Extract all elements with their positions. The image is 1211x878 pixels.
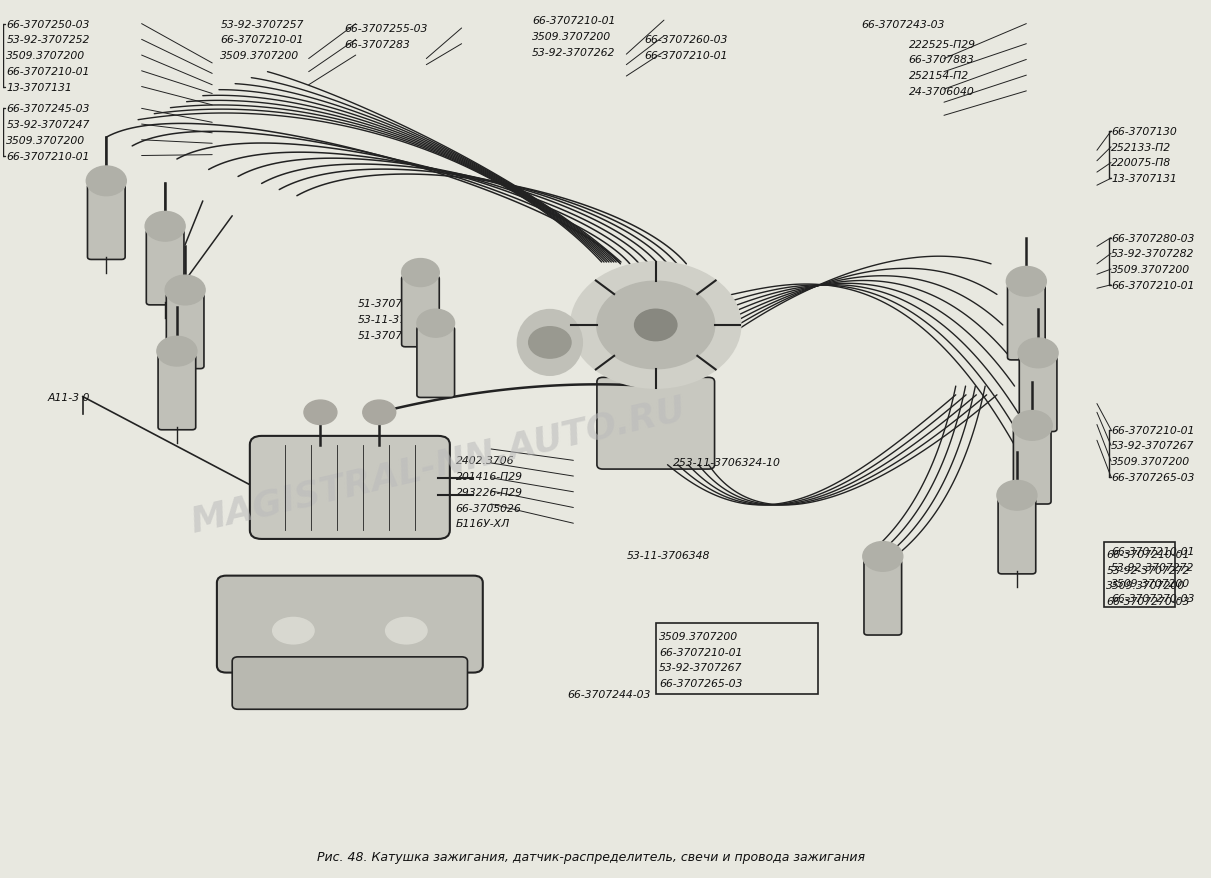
Text: 66-3707265-03: 66-3707265-03 bbox=[659, 679, 742, 688]
Text: 252154-П2: 252154-П2 bbox=[908, 71, 969, 81]
FancyBboxPatch shape bbox=[87, 185, 125, 260]
Text: 53-92-3707272: 53-92-3707272 bbox=[1107, 565, 1189, 575]
Text: 3509.3707200: 3509.3707200 bbox=[220, 51, 299, 61]
FancyBboxPatch shape bbox=[1008, 285, 1045, 361]
FancyBboxPatch shape bbox=[217, 576, 483, 673]
Text: 13-3707131: 13-3707131 bbox=[6, 83, 73, 92]
Text: 201416-П29: 201416-П29 bbox=[455, 471, 523, 481]
Text: 66-3707130: 66-3707130 bbox=[1110, 127, 1177, 137]
Circle shape bbox=[145, 212, 185, 241]
Text: 53-92-3707247: 53-92-3707247 bbox=[6, 120, 90, 130]
Text: 51-3707210: 51-3707210 bbox=[358, 330, 424, 340]
Text: 66-3707245-03: 66-3707245-03 bbox=[6, 104, 90, 114]
Circle shape bbox=[862, 542, 903, 572]
Circle shape bbox=[363, 400, 396, 425]
FancyBboxPatch shape bbox=[417, 327, 454, 398]
Text: 66-3707270-03: 66-3707270-03 bbox=[1107, 596, 1189, 607]
Text: 66-3707210-01: 66-3707210-01 bbox=[6, 151, 90, 162]
Text: 66-3707210-01: 66-3707210-01 bbox=[220, 35, 304, 46]
Text: 2402.3706: 2402.3706 bbox=[455, 456, 515, 466]
Text: 66-3707250-03: 66-3707250-03 bbox=[6, 19, 90, 30]
Text: 3509.3707200: 3509.3707200 bbox=[1110, 578, 1190, 588]
Text: 53-92-3707252: 53-92-3707252 bbox=[6, 35, 90, 46]
Text: 66-3707255-03: 66-3707255-03 bbox=[344, 24, 427, 34]
Circle shape bbox=[402, 259, 440, 287]
Text: 66-3707210-01: 66-3707210-01 bbox=[1110, 425, 1194, 435]
Text: 66-3707260-03: 66-3707260-03 bbox=[644, 35, 728, 46]
Text: А11-3 0: А11-3 0 bbox=[47, 392, 90, 402]
FancyBboxPatch shape bbox=[147, 231, 184, 306]
Text: MAGISTRAL-NN.AUTO.RU: MAGISTRAL-NN.AUTO.RU bbox=[188, 392, 689, 539]
Text: 66-3707210-01: 66-3707210-01 bbox=[1107, 549, 1189, 559]
FancyBboxPatch shape bbox=[159, 356, 196, 430]
Text: 66-3707244-03: 66-3707244-03 bbox=[568, 688, 650, 699]
Text: 66-3707210-01: 66-3707210-01 bbox=[6, 67, 90, 76]
FancyBboxPatch shape bbox=[249, 436, 449, 539]
Text: 53-11-3707050: 53-11-3707050 bbox=[358, 314, 442, 325]
Circle shape bbox=[597, 282, 714, 370]
Circle shape bbox=[572, 263, 740, 388]
Text: 66-3707243-03: 66-3707243-03 bbox=[861, 19, 945, 30]
Text: 66-3707283: 66-3707283 bbox=[344, 40, 409, 50]
Text: 53-92-3707257: 53-92-3707257 bbox=[220, 19, 304, 30]
Text: 66-3707210-01: 66-3707210-01 bbox=[659, 647, 742, 657]
Ellipse shape bbox=[386, 618, 427, 644]
Circle shape bbox=[1012, 411, 1052, 441]
FancyBboxPatch shape bbox=[402, 277, 440, 348]
Text: 253-11-3706324-10: 253-11-3706324-10 bbox=[673, 457, 781, 468]
Text: Б116У-ХЛ: Б116У-ХЛ bbox=[455, 519, 510, 529]
Text: 3509.3707200: 3509.3707200 bbox=[532, 32, 612, 42]
Text: 13-3707131: 13-3707131 bbox=[1110, 174, 1177, 184]
Text: 24-3706040: 24-3706040 bbox=[908, 87, 975, 97]
Text: 66-3707210-01: 66-3707210-01 bbox=[644, 51, 728, 61]
Text: 3509.3707200: 3509.3707200 bbox=[1110, 457, 1190, 467]
FancyBboxPatch shape bbox=[166, 294, 203, 370]
Text: 66-3707210-01: 66-3707210-01 bbox=[1110, 546, 1194, 557]
Text: 252133-П2: 252133-П2 bbox=[1110, 142, 1171, 153]
Circle shape bbox=[304, 400, 337, 425]
Circle shape bbox=[86, 167, 126, 197]
Circle shape bbox=[417, 310, 454, 338]
Text: 3509.3707200: 3509.3707200 bbox=[1110, 265, 1190, 275]
FancyBboxPatch shape bbox=[863, 560, 902, 636]
Text: 66-3707883: 66-3707883 bbox=[908, 55, 975, 65]
FancyBboxPatch shape bbox=[998, 500, 1035, 574]
Text: 66-3707210-01: 66-3707210-01 bbox=[532, 16, 615, 26]
Text: 51-3707210: 51-3707210 bbox=[358, 299, 424, 309]
Ellipse shape bbox=[272, 618, 314, 644]
Circle shape bbox=[157, 337, 197, 367]
Text: 53-11-3706348: 53-11-3706348 bbox=[626, 550, 710, 560]
Circle shape bbox=[997, 481, 1037, 510]
Text: 66-3707265-03: 66-3707265-03 bbox=[1110, 472, 1194, 482]
Text: 220075-П8: 220075-П8 bbox=[1110, 158, 1171, 169]
Text: 293226-П29: 293226-П29 bbox=[455, 487, 523, 497]
Text: 222525-П29: 222525-П29 bbox=[908, 40, 976, 50]
FancyBboxPatch shape bbox=[597, 378, 714, 470]
Text: 3509.3707200: 3509.3707200 bbox=[6, 135, 86, 146]
Text: 53-92-3707282: 53-92-3707282 bbox=[1110, 249, 1194, 259]
Circle shape bbox=[635, 310, 677, 342]
Circle shape bbox=[1006, 267, 1046, 297]
FancyBboxPatch shape bbox=[233, 657, 467, 709]
Text: 3509.3707200: 3509.3707200 bbox=[6, 51, 86, 61]
Circle shape bbox=[529, 327, 572, 359]
Text: 53-92-3707262: 53-92-3707262 bbox=[532, 47, 615, 57]
Circle shape bbox=[165, 276, 205, 306]
Ellipse shape bbox=[517, 310, 582, 376]
Text: 53-92-3707267: 53-92-3707267 bbox=[1110, 441, 1194, 451]
FancyBboxPatch shape bbox=[1020, 357, 1057, 432]
Text: 66-3707270-03: 66-3707270-03 bbox=[1110, 594, 1194, 604]
Text: Рис. 48. Катушка зажигания, датчик-распределитель, свечи и провода зажигания: Рис. 48. Катушка зажигания, датчик-распр… bbox=[317, 850, 865, 862]
Text: 53-92-3707267: 53-92-3707267 bbox=[659, 663, 742, 673]
Text: 3509.3707200: 3509.3707200 bbox=[1107, 580, 1186, 591]
Bar bbox=[1104, 542, 1175, 608]
Circle shape bbox=[1018, 339, 1058, 369]
Bar bbox=[655, 623, 819, 694]
Text: 66-3705026: 66-3705026 bbox=[455, 503, 522, 513]
FancyBboxPatch shape bbox=[1014, 429, 1051, 505]
Text: 66-3707280-03: 66-3707280-03 bbox=[1110, 234, 1194, 243]
Text: 53-92-3707272: 53-92-3707272 bbox=[1110, 562, 1194, 572]
Text: 3509.3707200: 3509.3707200 bbox=[659, 631, 739, 641]
Text: 66-3707210-01: 66-3707210-01 bbox=[1110, 280, 1194, 291]
